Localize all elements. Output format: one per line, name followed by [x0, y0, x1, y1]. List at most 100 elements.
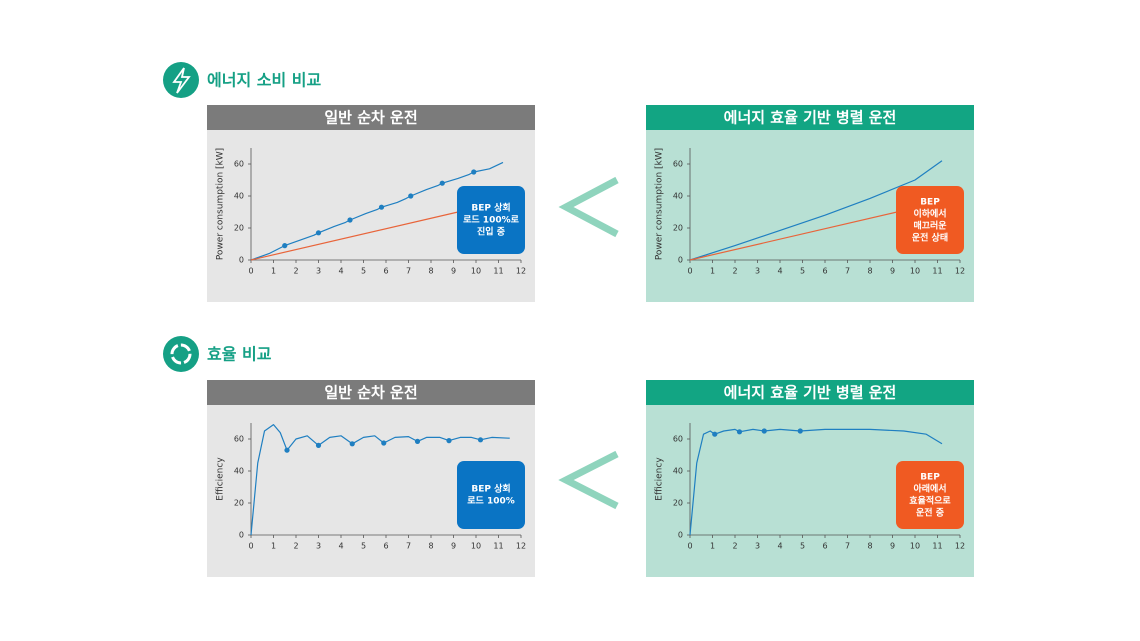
data-point — [761, 428, 767, 434]
annotation-text: 매끄러운 — [913, 220, 946, 232]
y-axis-label: Efficiency — [216, 457, 226, 501]
x-tick-label: 6 — [383, 267, 388, 276]
x-tick-label: 11 — [932, 267, 942, 276]
data-point — [349, 441, 355, 447]
data-point — [712, 431, 718, 437]
annotation-text: 효율적으로 — [909, 495, 951, 507]
line-series — [689, 428, 943, 536]
x-tick-label: 2 — [293, 542, 298, 551]
section-heading: 에너지 소비 비교 — [207, 71, 321, 90]
x-tick-label: 1 — [271, 267, 276, 276]
x-tick-label: 7 — [406, 267, 411, 276]
line-series — [250, 211, 459, 261]
x-tick-label: 3 — [755, 267, 760, 276]
x-tick-label: 0 — [687, 542, 692, 551]
x-tick-label: 4 — [338, 267, 343, 276]
x-tick-label: 4 — [338, 542, 343, 551]
annotation-text: 아래에서 — [913, 483, 946, 495]
data-point — [282, 243, 288, 249]
x-tick-label: 4 — [777, 267, 782, 276]
x-tick-label: 1 — [710, 267, 715, 276]
annotation-box — [896, 461, 964, 529]
x-tick-label: 8 — [867, 542, 872, 551]
panel-header — [646, 105, 974, 130]
x-tick-label: 12 — [516, 267, 526, 276]
line-series — [689, 211, 898, 261]
x-tick-label: 0 — [248, 542, 253, 551]
y-tick-label: 40 — [234, 467, 244, 476]
y-tick-label: 40 — [673, 467, 683, 476]
x-tick-label: 6 — [822, 542, 827, 551]
x-tick-label: 8 — [428, 542, 433, 551]
annotation-text: 진입 중 — [477, 226, 505, 238]
annotation-text: BEP 상회 — [471, 483, 510, 495]
annotation-text: 로드 100% — [467, 496, 515, 507]
line-series — [250, 424, 510, 536]
data-point — [477, 437, 484, 443]
annotation-text: 로드 100%로 — [463, 215, 519, 226]
y-tick-label: 60 — [673, 435, 683, 444]
x-tick-label: 2 — [293, 267, 298, 276]
data-point — [471, 169, 477, 175]
data-point — [439, 180, 445, 186]
x-tick-label: 10 — [910, 542, 920, 551]
y-tick-label: 0 — [678, 256, 683, 265]
x-tick-label: 7 — [406, 542, 411, 551]
less-than-sign — [558, 176, 619, 238]
data-point — [315, 230, 322, 236]
data-point — [381, 440, 387, 446]
x-tick-label: 12 — [955, 267, 965, 276]
y-axis-label: Efficiency — [655, 457, 665, 501]
annotation-box — [457, 461, 525, 529]
x-tick-label: 5 — [800, 542, 805, 551]
less-than-sign — [558, 450, 619, 510]
x-tick-label: 0 — [248, 267, 253, 276]
y-tick-label: 40 — [234, 192, 244, 201]
x-tick-label: 9 — [890, 542, 895, 551]
x-tick-label: 1 — [710, 542, 715, 551]
x-tick-label: 4 — [777, 542, 782, 551]
x-tick-label: 9 — [451, 542, 456, 551]
panel-header — [646, 380, 974, 405]
annotation-text: BEP — [920, 473, 940, 483]
data-point — [446, 438, 452, 444]
y-tick-label: 60 — [234, 435, 244, 444]
x-tick-label: 2 — [732, 542, 737, 551]
y-tick-label: 20 — [234, 499, 244, 508]
section-icon — [163, 62, 199, 98]
data-point — [414, 438, 421, 444]
x-tick-label: 10 — [471, 542, 481, 551]
data-point — [347, 217, 353, 223]
x-tick-label: 0 — [687, 267, 692, 276]
x-tick-label: 8 — [428, 267, 433, 276]
y-tick-label: 0 — [239, 256, 244, 265]
y-tick-label: 20 — [673, 224, 683, 233]
data-point — [315, 442, 322, 448]
annotation-box — [457, 186, 525, 254]
x-tick-label: 5 — [361, 267, 366, 276]
data-point — [797, 428, 803, 434]
x-tick-label: 11 — [932, 542, 942, 551]
panel-header — [207, 105, 535, 130]
panel-title: 에너지 효율 기반 병렬 운전 — [724, 384, 897, 402]
panel-title: 일반 순차 운전 — [324, 384, 417, 402]
x-tick-label: 3 — [316, 267, 321, 276]
x-tick-label: 2 — [732, 267, 737, 276]
x-tick-label: 12 — [955, 542, 965, 551]
x-tick-label: 7 — [845, 267, 850, 276]
x-tick-label: 6 — [822, 267, 827, 276]
data-point — [736, 429, 743, 435]
x-tick-label: 10 — [471, 267, 481, 276]
x-tick-label: 11 — [493, 267, 503, 276]
y-tick-label: 60 — [673, 160, 683, 169]
x-tick-label: 12 — [516, 542, 526, 551]
y-tick-label: 20 — [234, 224, 244, 233]
x-tick-label: 9 — [451, 267, 456, 276]
x-tick-label: 7 — [845, 542, 850, 551]
y-tick-label: 60 — [234, 160, 244, 169]
